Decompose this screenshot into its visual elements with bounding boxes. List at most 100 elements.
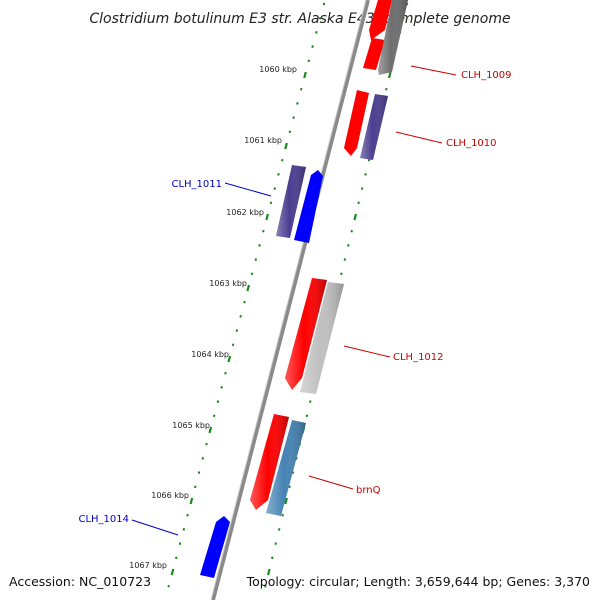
gene-label-clh1012[interactable]: CLH_1012 (393, 352, 444, 363)
minor-tick (367, 158, 371, 162)
minor-tick (239, 315, 242, 318)
minor-tick (201, 457, 205, 460)
gene-shade (266, 420, 306, 516)
minor-tick (258, 244, 261, 247)
minor-tick (186, 513, 189, 517)
gene-label-brnq[interactable]: brnQ (356, 485, 381, 496)
minor-tick (224, 371, 227, 375)
minor-tick (273, 187, 276, 190)
leader-clh1014 (131, 519, 179, 536)
minor-tick (178, 542, 182, 545)
label-leaders (131, 65, 457, 536)
minor-tick (305, 414, 309, 418)
major-tick (246, 284, 251, 292)
gene-features (200, 0, 408, 578)
minor-tick (174, 556, 178, 560)
gene-shade (360, 94, 388, 160)
minor-tick (292, 116, 295, 119)
gene-shade (300, 282, 344, 394)
leader-brnq (308, 475, 354, 490)
major-tick (303, 71, 307, 79)
gene-label-clh1011[interactable]: CLH_1011 (171, 179, 222, 190)
scale-tick-labels: 1060 kbp 1061 kbp 1062 kbp 1063 kbp 1064… (129, 65, 297, 570)
tick-label: 1066 kbp (151, 491, 189, 500)
major-tick (353, 213, 357, 221)
minor-tick (182, 528, 186, 531)
minor-tick (360, 187, 364, 190)
gene-shade (276, 165, 306, 238)
tick-label: 1060 kbp (259, 65, 297, 74)
minor-tick (231, 343, 235, 347)
scale-ticks-outer (167, 2, 326, 588)
minor-tick (311, 45, 314, 48)
tick-label: 1067 kbp (129, 561, 167, 570)
major-tick (227, 355, 232, 363)
minor-tick (274, 542, 277, 545)
minor-tick (216, 400, 220, 403)
gene-label-clh1014[interactable]: CLH_1014 (78, 514, 129, 525)
major-tick (170, 568, 175, 576)
tick-label: 1061 kbp (244, 136, 282, 145)
minor-tick (235, 329, 239, 332)
minor-tick (288, 485, 291, 489)
minor-tick (197, 471, 201, 474)
minor-tick (193, 485, 197, 489)
gene-shade (250, 414, 289, 510)
minor-tick (269, 201, 273, 205)
tick-label: 1062 kbp (226, 208, 264, 217)
minor-tick (281, 158, 284, 162)
gene-labels: CLH_1009 CLH_1010 CLH_1011 CLH_1012 brnQ… (78, 70, 511, 525)
minor-tick (288, 130, 292, 134)
minor-tick (315, 31, 318, 34)
minor-tick (291, 471, 295, 474)
leader-clh1009 (410, 65, 457, 76)
minor-tick (318, 16, 322, 20)
minor-tick (271, 556, 274, 560)
minor-tick (322, 2, 326, 6)
gene-cds-top[interactable] (369, 0, 392, 40)
gene-label-clh1009[interactable]: CLH_1009 (461, 70, 512, 81)
minor-tick (205, 442, 208, 446)
minor-tick (250, 272, 254, 276)
accession-footer: Accession: NC_010723 (9, 574, 151, 589)
minor-tick (357, 201, 360, 205)
minor-tick (350, 229, 353, 233)
major-tick (284, 142, 288, 150)
minor-tick (299, 87, 303, 91)
minor-tick (347, 244, 350, 247)
minor-tick (243, 300, 246, 304)
gene-clh1014[interactable] (200, 516, 230, 578)
minor-tick (307, 59, 311, 63)
tick-label: 1064 kbp (191, 350, 229, 359)
major-tick (189, 497, 194, 505)
major-tick (265, 213, 269, 221)
minor-tick (220, 386, 223, 389)
tick-label: 1063 kbp (209, 279, 247, 288)
minor-tick (277, 173, 280, 176)
minor-tick (309, 400, 312, 403)
gene-shade (378, 0, 408, 75)
tick-label: 1065 kbp (172, 421, 210, 430)
major-tick (387, 71, 392, 79)
minor-tick (264, 584, 267, 588)
genome-backbone-highlight (210, 0, 367, 600)
gene-blue-clh1011[interactable] (294, 170, 323, 243)
minor-tick (385, 87, 388, 91)
minor-tick (212, 414, 216, 418)
minor-tick (277, 528, 281, 531)
minor-tick (281, 513, 284, 517)
gene-cds-clh1009[interactable] (363, 38, 385, 70)
gene-shade (285, 278, 327, 390)
gene-cds-clh1010[interactable] (344, 90, 369, 156)
minor-tick (364, 173, 367, 176)
genome-backbone (211, 0, 370, 600)
genome-summary-footer: Topology: circular; Length: 3,659,644 bp… (246, 574, 590, 589)
minor-tick (340, 272, 343, 276)
leader-clh1011 (224, 182, 272, 197)
minor-tick (296, 102, 299, 105)
gene-label-clh1010[interactable]: CLH_1010 (446, 138, 497, 149)
map-title: Clostridium botulinum E3 str. Alaska E43… (89, 11, 510, 27)
leader-clh1010 (395, 131, 443, 144)
major-tick (208, 426, 213, 434)
